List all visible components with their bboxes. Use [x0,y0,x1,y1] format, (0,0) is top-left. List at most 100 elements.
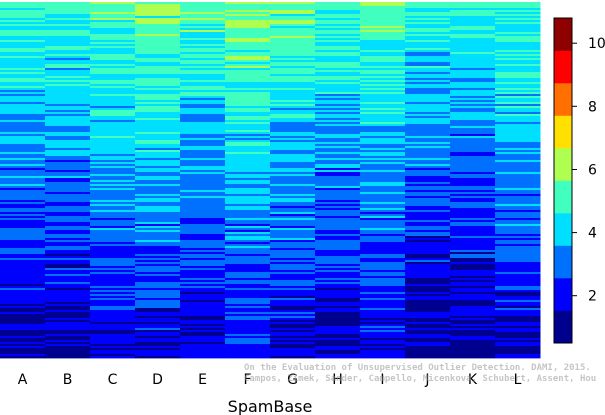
heatmap-cell [0,108,46,111]
heatmap-cell [90,12,136,15]
heatmap-cell [0,198,46,201]
heatmap-cell [0,290,46,293]
heatmap-cell [360,234,406,237]
heatmap-cell [270,280,316,283]
heatmap-cell [0,356,46,359]
heatmap-cell [360,286,406,289]
heatmap-cell [0,120,46,123]
heatmap-cell [405,284,451,287]
heatmap-cell [450,306,496,309]
heatmap-cell [45,42,91,45]
heatmap-cell [315,74,361,77]
heatmap-cell [180,298,226,301]
heatmap-cell [225,224,271,227]
heatmap-cell [405,4,451,7]
heatmap-cell [45,214,91,217]
heatmap-cell [315,164,361,167]
heatmap-cell [405,54,451,57]
legend-tick-label: 2 [588,289,597,305]
heatmap-cell [495,276,541,279]
heatmap-cell [45,6,91,9]
heatmap-cell [90,196,136,199]
heatmap-cell [315,82,361,85]
heatmap-cell [45,150,91,153]
heatmap-cell [45,32,91,35]
heatmap-cell [180,48,226,51]
heatmap-cell [315,316,361,319]
heatmap-cell [45,254,91,257]
heatmap-cell [495,126,541,129]
heatmap-cell [270,342,316,345]
heatmap-cell [0,182,46,185]
heatmap-cell [0,82,46,85]
heatmap-cell [90,66,136,69]
heatmap-cell [450,54,496,57]
heatmap-cell [45,342,91,345]
heatmap-cell [90,282,136,285]
heatmap-cell [90,284,136,287]
heatmap-cell [225,162,271,165]
heatmap-cell [90,144,136,147]
heatmap-cell [315,148,361,151]
heatmap-cell [90,264,136,267]
heatmap-cell [315,308,361,311]
heatmap-cell [0,250,46,253]
heatmap-cell [45,234,91,237]
heatmap-cell [45,324,91,327]
heatmap-cell [45,208,91,211]
heatmap-cell [450,78,496,81]
heatmap-cell [0,312,46,315]
heatmap-cell [90,76,136,79]
heatmap-cell [0,18,46,21]
heatmap-cell [450,338,496,341]
heatmap-cell [495,340,541,343]
heatmap-cell [270,188,316,191]
heatmap-cell [225,4,271,7]
heatmap-cell [0,124,46,127]
heatmap-cell [270,52,316,55]
heatmap-cell [135,228,181,231]
heatmap-cell [405,68,451,71]
heatmap-cell [225,74,271,77]
heatmap-cell [270,234,316,237]
heatmap-cell [225,266,271,269]
heatmap-cell [135,52,181,55]
heatmap-cell [450,82,496,85]
heatmap-cell [0,60,46,63]
heatmap-cell [495,86,541,89]
heatmap-cell [135,164,181,167]
heatmap-cell [450,52,496,55]
heatmap-cell [135,314,181,317]
heatmap-cell [45,52,91,55]
heatmap-cell [135,170,181,173]
heatmap-cell [495,284,541,287]
heatmap-cell [270,350,316,353]
heatmap-cell [180,200,226,203]
heatmap-cell [315,176,361,179]
heatmap-cell [270,148,316,151]
heatmap-cell [450,242,496,245]
heatmap-cell [45,218,91,221]
heatmap-cell [270,326,316,329]
heatmap-cell [270,354,316,357]
heatmap-cell [360,276,406,279]
heatmap-cell [315,222,361,225]
heatmap-cell [405,100,451,103]
heatmap-cell [45,310,91,313]
heatmap-cell [180,238,226,241]
heatmap-cell [495,152,541,155]
heatmap-cell [180,194,226,197]
heatmap-cell [90,202,136,205]
heatmap-cell [180,132,226,135]
heatmap-cell [450,170,496,173]
heatmap-cell [45,194,91,197]
heatmap-cell [0,162,46,165]
heatmap-cell [270,2,316,5]
heatmap-cell [90,8,136,11]
heatmap-cell [360,60,406,63]
heatmap-cell [495,290,541,293]
heatmap-cell [450,30,496,33]
heatmap-cell [90,60,136,63]
heatmap-cell [360,322,406,325]
heatmap-cell [315,146,361,149]
